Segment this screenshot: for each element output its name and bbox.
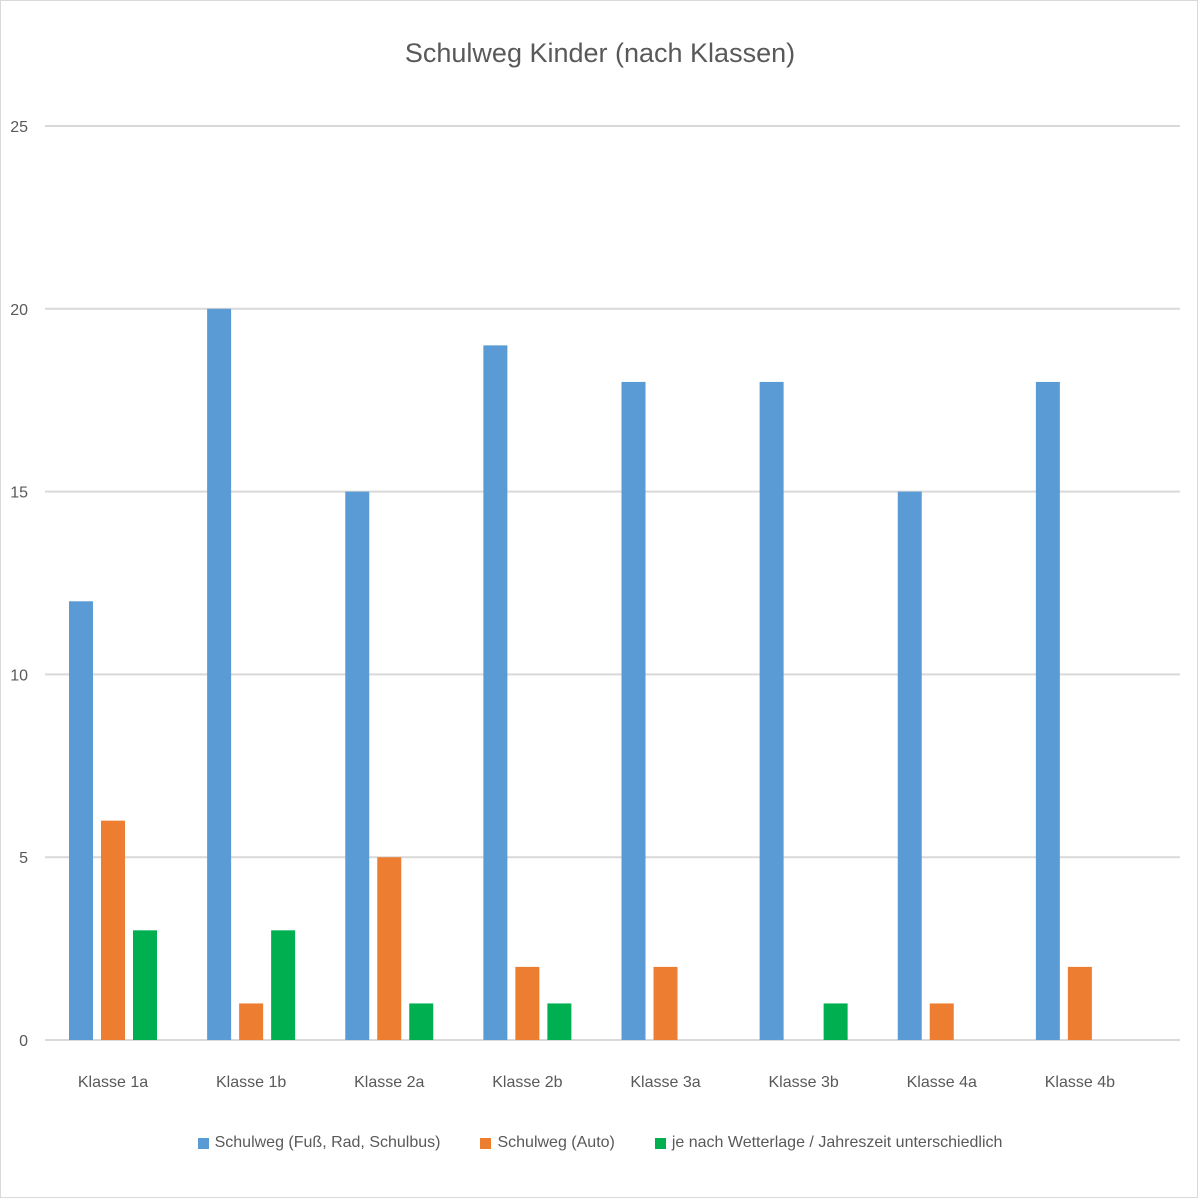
bar-klasse-1a-series-2 xyxy=(101,820,125,1040)
legend-label-series-3: je nach Wetterlage / Jahreszeit untersch… xyxy=(671,1134,1003,1151)
bar-klasse-2a-series-3 xyxy=(409,1003,434,1040)
bar-klasse-2a-series-2 xyxy=(377,857,402,1040)
x-tick-label: Klasse 3a xyxy=(630,1074,700,1091)
bar-klasse-1b-series-1 xyxy=(207,308,232,1040)
y-tick-label: 5 xyxy=(19,850,28,867)
legend-swatch-series-2 xyxy=(480,1137,492,1149)
x-tick-label: Klasse 2b xyxy=(492,1074,562,1091)
y-tick-label: 10 xyxy=(10,667,28,684)
legend: Schulweg (Fuß, Rad, Schulbus) Schulweg (… xyxy=(0,1134,1200,1152)
bar-klasse-3a-series-1 xyxy=(621,381,646,1040)
legend-item-series-3: je nach Wetterlage / Jahreszeit untersch… xyxy=(654,1134,1003,1152)
x-tick-label: Klasse 4b xyxy=(1045,1074,1115,1091)
x-tick-label: Klasse 2a xyxy=(354,1074,424,1091)
bars xyxy=(69,308,1092,1041)
bar-klasse-2a-series-1 xyxy=(345,491,370,1041)
legend-label-series-1: Schulweg (Fuß, Rad, Schulbus) xyxy=(214,1134,441,1151)
legend-item-series-2: Schulweg (Auto) xyxy=(480,1134,615,1152)
y-axis-ticks: 0 5 10 15 20 25 xyxy=(10,119,28,1050)
legend-label-series-2: Schulweg (Auto) xyxy=(497,1134,615,1151)
x-tick-label: Klasse 1a xyxy=(78,1074,148,1091)
bar-klasse-1a-series-3 xyxy=(133,930,157,1040)
y-tick-label: 20 xyxy=(10,302,28,319)
bar-klasse-1b-series-3 xyxy=(271,930,296,1040)
bar-klasse-4b-series-2 xyxy=(1067,966,1092,1040)
bar-klasse-3b-series-3 xyxy=(823,1003,848,1040)
legend-swatch-series-3 xyxy=(654,1137,666,1149)
bar-klasse-1a-series-1 xyxy=(69,601,93,1040)
x-tick-label: Klasse 4a xyxy=(907,1074,977,1091)
bar-klasse-4a-series-1 xyxy=(897,491,922,1041)
bar-klasse-4a-series-2 xyxy=(929,1003,954,1040)
gridlines xyxy=(45,125,1180,1041)
y-tick-label: 25 xyxy=(10,119,28,136)
bar-klasse-1b-series-2 xyxy=(239,1003,264,1040)
y-tick-label: 0 xyxy=(19,1033,28,1050)
bar-klasse-4b-series-1 xyxy=(1035,381,1060,1040)
bar-klasse-3a-series-2 xyxy=(653,966,678,1040)
chart-title: Schulweg Kinder (nach Klassen) xyxy=(404,38,796,68)
bar-klasse-3b-series-1 xyxy=(759,381,784,1040)
x-tick-label: Klasse 3b xyxy=(768,1074,838,1091)
x-tick-label: Klasse 1b xyxy=(216,1074,286,1091)
bar-klasse-2b-series-1 xyxy=(483,345,508,1040)
bar-klasse-2b-series-2 xyxy=(515,966,540,1040)
x-axis-ticks: Klasse 1a Klasse 1b Klasse 2a Klasse 2b Klas… xyxy=(78,1074,1115,1091)
legend-swatch-series-1 xyxy=(197,1137,209,1149)
bar-klasse-2b-series-3 xyxy=(547,1003,572,1040)
legend-item-series-1: Schulweg (Fuß, Rad, Schulbus) xyxy=(197,1134,441,1152)
y-tick-label: 15 xyxy=(10,485,28,502)
